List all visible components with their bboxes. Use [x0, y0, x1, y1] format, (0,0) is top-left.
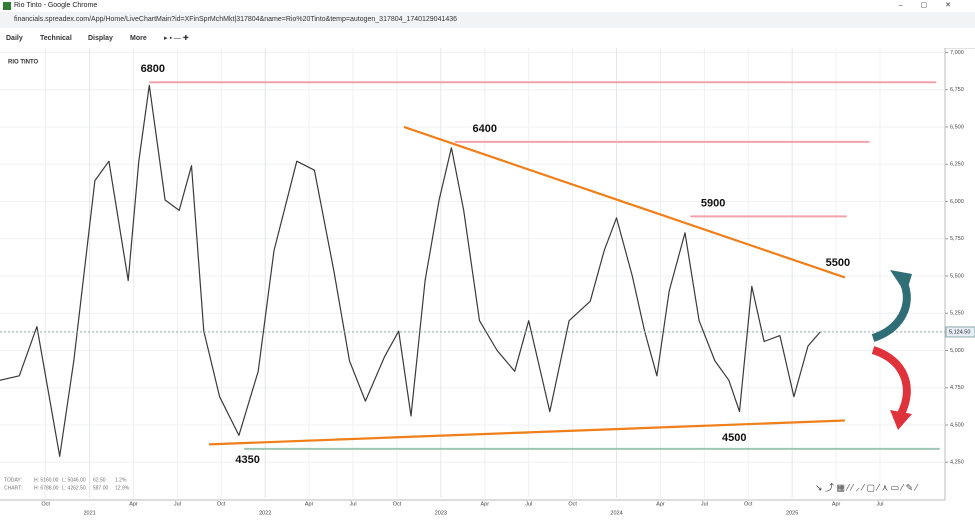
x-tick-label: Oct [393, 501, 402, 507]
trend-line [208, 419, 845, 446]
y-tick-label: 4,500 [950, 422, 964, 428]
annotation-label: 4500 [722, 432, 746, 444]
window-controls[interactable]: –▢✕ [898, 2, 969, 9]
info-text: TODAY: [4, 477, 22, 483]
x-tick-label: Jul [876, 501, 883, 507]
x-tick-label: 2024 [610, 510, 622, 516]
chart: RIO TINTO 4,250 4,500 4,750 5,000 5,250 5,500… [0, 48, 975, 516]
y-tick-label: 4,750 [950, 385, 964, 391]
annotation-label: 6400 [473, 123, 497, 135]
app-icon [3, 2, 11, 10]
y-tick-label: 6,750 [950, 87, 964, 93]
price-line [0, 84, 821, 457]
x-tick-label: Oct [744, 501, 753, 507]
last-price-label: 5,124.50 [949, 329, 970, 335]
trend-line [403, 125, 846, 279]
toolbar-menu[interactable]: Daily [6, 35, 23, 42]
info-text: H: 5160.00 [34, 477, 59, 483]
down-arrow-head [890, 410, 912, 430]
x-tick-label: 2021 [83, 510, 95, 516]
y-tick-label: 6,500 [950, 124, 964, 130]
x-tick-label: Oct [568, 501, 577, 507]
toolbar-menu[interactable]: Display [88, 35, 113, 42]
y-tick-label: 5,750 [950, 236, 964, 242]
info-text: H: 6788.00 [34, 485, 59, 491]
x-tick-label: Apr [129, 501, 138, 507]
annotation-label: 4350 [235, 454, 259, 466]
x-tick-label: Jul [350, 501, 357, 507]
drawing-tools[interactable]: ↘ ⤴ ▦ ⁄ ⁄ ⸝ ⁄ ▢ ⁄ ⋏ ▭ ⁄ ✎ ⁄ [815, 481, 919, 492]
x-tick-label: Apr [832, 501, 841, 507]
x-tick-label: Oct [41, 501, 50, 507]
toolbar-menu[interactable]: Technical [40, 35, 72, 42]
y-tick-label: 5,250 [950, 311, 964, 317]
info-text: L: 5046.00 [62, 477, 86, 483]
info-text: 62.50 [93, 477, 106, 483]
info-text: CHART: [4, 485, 22, 491]
toolbar-icons[interactable]: ▸ ▪ — ✚ [164, 35, 189, 42]
url: financials.spreadex.com/App/Home/LiveCha… [14, 16, 458, 23]
y-tick-label: 5,000 [950, 348, 964, 354]
info-text: 587.00 [93, 485, 109, 491]
x-tick-label: Apr [481, 501, 490, 507]
up-arrow-head [890, 270, 912, 294]
chart-toolbar: Daily Technical Display More ▸ ▪ — ✚ [0, 30, 975, 49]
annotation-label: 5900 [701, 197, 725, 209]
address-bar[interactable]: financials.spreadex.com/App/Home/LiveCha… [0, 12, 975, 28]
last-price-tag [945, 326, 975, 338]
annotation-label: 5500 [826, 257, 850, 269]
y-tick-label: 4,250 [950, 460, 964, 466]
down-arrow [871, 346, 911, 418]
title-bar: Rio Tinto - Google Chrome –▢✕ [0, 0, 975, 12]
y-tick-label: 5,500 [950, 273, 964, 279]
x-tick-label: Jul [174, 501, 181, 507]
annotation-label: 6800 [141, 63, 165, 75]
info-text: L: 4262.50 [62, 485, 86, 491]
y-tick-label: 7,000 [950, 50, 964, 56]
y-tick-label: 6,250 [950, 162, 964, 168]
chart-title: RIO TINTO [8, 60, 39, 66]
x-tick-label: 2025 [786, 510, 798, 516]
x-tick-label: Jul [701, 501, 708, 507]
x-tick-label: Apr [656, 501, 665, 507]
window-title: Rio Tinto - Google Chrome [14, 2, 98, 9]
x-tick-label: 2022 [259, 510, 271, 516]
toolbar-menu[interactable]: More [130, 35, 147, 42]
x-tick-label: 2023 [435, 510, 447, 516]
x-tick-label: Jul [525, 501, 532, 507]
info-text: 12.9% [115, 485, 130, 491]
y-tick-label: 6,000 [950, 199, 964, 205]
x-tick-label: Apr [305, 501, 314, 507]
x-tick-label: Oct [217, 501, 226, 507]
info-text: 1.2% [115, 477, 127, 483]
